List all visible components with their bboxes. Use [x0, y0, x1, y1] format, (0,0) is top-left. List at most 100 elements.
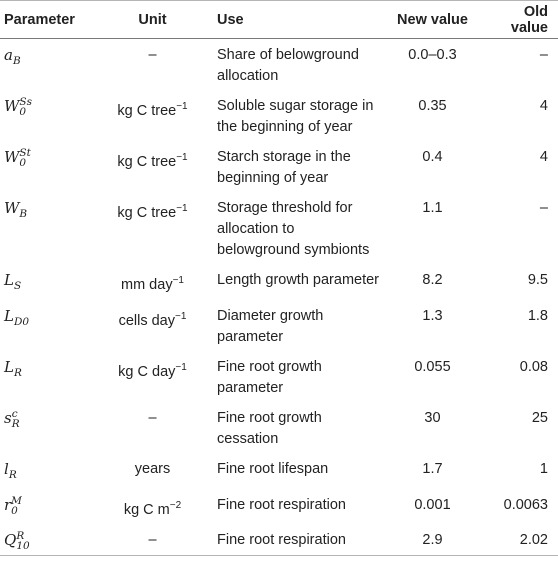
cell-old-value: 1 [539, 461, 548, 477]
unit-exponent: −1 [175, 362, 187, 373]
cell-parameter: LR [0, 351, 96, 402]
unit-text: kg C day [118, 363, 176, 380]
header-unit: Unit [96, 0, 209, 39]
parameter-symbol-base: L [4, 358, 14, 376]
cell-old-value: 4 [539, 149, 548, 165]
cell-new-value: 0.0–0.3 [408, 47, 457, 63]
parameter-symbol-base: L [4, 307, 14, 325]
parameter-symbol-subscript: R [8, 469, 17, 481]
cell-use: Storage threshold for allocation to belo… [217, 200, 370, 258]
cell-parameter: WB [0, 192, 96, 264]
unit-text: – [148, 531, 157, 548]
parameter-symbol-base: W [4, 97, 20, 115]
parameter-symbol: Q R 10 [4, 529, 30, 552]
cell-unit: kg C m−2 [96, 489, 209, 524]
cell-parameter: W St 0 [0, 141, 96, 192]
cell-old-value: 0.08 [519, 359, 548, 375]
header-new-value: New value [385, 0, 480, 39]
cell-unit: kg C tree−1 [96, 141, 209, 192]
parameter-symbol: lR [4, 460, 17, 481]
unit-text: years [134, 461, 171, 477]
parameter-symbol-superscript: Ss [19, 96, 33, 108]
cell-new-value: 0.35 [418, 98, 447, 114]
parameter-symbol-base: W [4, 199, 20, 217]
cell-parameter: lR [0, 453, 96, 489]
parameter-symbol-subscript: 0 [19, 157, 27, 169]
table-row: lR years Fine root lifespan 1.7 1 [0, 453, 558, 489]
table-row: s c R – Fine root growth cessation 30 25 [0, 402, 558, 453]
unit-text: cells day [118, 312, 175, 329]
table-row: aB – Share of belowground allocation 0.0–0.… [0, 39, 558, 91]
unit-text: kg C tree [117, 102, 177, 119]
unit-exponent: −1 [176, 152, 188, 163]
cell-old-value: 2.02 [480, 523, 558, 556]
parameter-symbol-superscript: c [11, 408, 18, 420]
parameter-symbol-subscript: B [19, 208, 28, 220]
cell-unit: – [96, 39, 209, 91]
unit-exponent: −2 [169, 500, 182, 511]
table-body: aB – Share of belowground allocation 0.0–0.… [0, 39, 558, 556]
cell-unit: – [96, 523, 209, 556]
cell-use: Diameter growth parameter [217, 308, 324, 345]
parameter-table: Parameter Unit Use New value Old value a… [0, 0, 558, 556]
parameter-symbol-scripts: Ss 0 [19, 96, 33, 118]
cell-unit: kg C tree−1 [96, 90, 209, 141]
cell-use: Share of belowground allocation [217, 47, 359, 84]
cell-old-value: – [539, 200, 548, 216]
cell-use: Starch storage in the beginning of year [217, 149, 351, 186]
parameter-symbol-subscript: R [11, 418, 20, 430]
parameter-symbol-subscript: B [12, 55, 21, 67]
unit-exponent: −1 [175, 311, 187, 322]
table-row: LR kg C day−1 Fine root growth parameter 0.… [0, 351, 558, 402]
cell-parameter: aB [0, 39, 96, 91]
parameter-symbol-scripts: St 0 [19, 147, 31, 169]
parameter-symbol-subscript: 0 [19, 106, 27, 118]
table-row: LD0 cells day−1 Diameter growth parameter 1… [0, 300, 558, 351]
parameter-symbol-base: a [4, 46, 13, 64]
header-old-value: Old value [480, 0, 558, 39]
cell-new-value: 0.055 [414, 359, 451, 375]
unit-text: kg C tree [117, 204, 177, 221]
cell-parameter: LD0 [0, 300, 96, 351]
cell-unit: years [96, 453, 209, 489]
cell-new-value: 1.7 [422, 461, 443, 477]
parameter-symbol-base: r [4, 496, 12, 514]
table-row: W Ss 0 kg C tree−1 Soluble sugar storage in … [0, 90, 558, 141]
cell-old-value: 25 [531, 410, 548, 426]
parameter-symbol-base: L [4, 271, 14, 289]
unit-text: kg C m [123, 501, 170, 518]
parameter-symbol-base: s [4, 409, 12, 427]
cell-new-value: 1.1 [422, 200, 443, 216]
cell-unit: kg C day−1 [96, 351, 209, 402]
cell-old-value: – [539, 47, 548, 63]
header-row: Parameter Unit Use New value Old value [0, 0, 558, 39]
table-row: LS mm day−1 Length growth parameter 8.2 9.5 [0, 264, 558, 300]
unit-exponent: −1 [176, 101, 188, 112]
cell-unit: cells day−1 [96, 300, 209, 351]
cell-use: Length growth parameter [217, 272, 380, 288]
table-row: Q R 10 – Fine root respiration 2.9 2.02 [0, 523, 558, 556]
cell-new-value: 2.9 [385, 523, 480, 556]
unit-text: kg C tree [117, 153, 177, 170]
cell-use: Fine root lifespan [217, 461, 329, 477]
parameter-symbol-base: W [4, 148, 20, 166]
parameter-symbol: WB [4, 199, 28, 220]
parameter-symbol-superscript: St [19, 147, 31, 159]
table-row: W St 0 kg C tree−1 Starch storage in the beg… [0, 141, 558, 192]
parameter-symbol-subscript: R [13, 367, 22, 379]
parameter-symbol-subscript: 0 [11, 505, 18, 517]
parameter-symbol: W St 0 [4, 147, 31, 169]
parameter-symbol: LS [4, 271, 22, 292]
cell-new-value: 1.3 [422, 308, 443, 324]
table-row: WB kg C tree−1 Storage threshold for alloc… [0, 192, 558, 264]
parameter-symbol: LD0 [4, 307, 29, 328]
parameter-symbol-superscript: M [11, 495, 22, 507]
parameter-symbol-superscript: R [16, 529, 25, 542]
parameter-symbol-subscript: S [13, 280, 22, 292]
